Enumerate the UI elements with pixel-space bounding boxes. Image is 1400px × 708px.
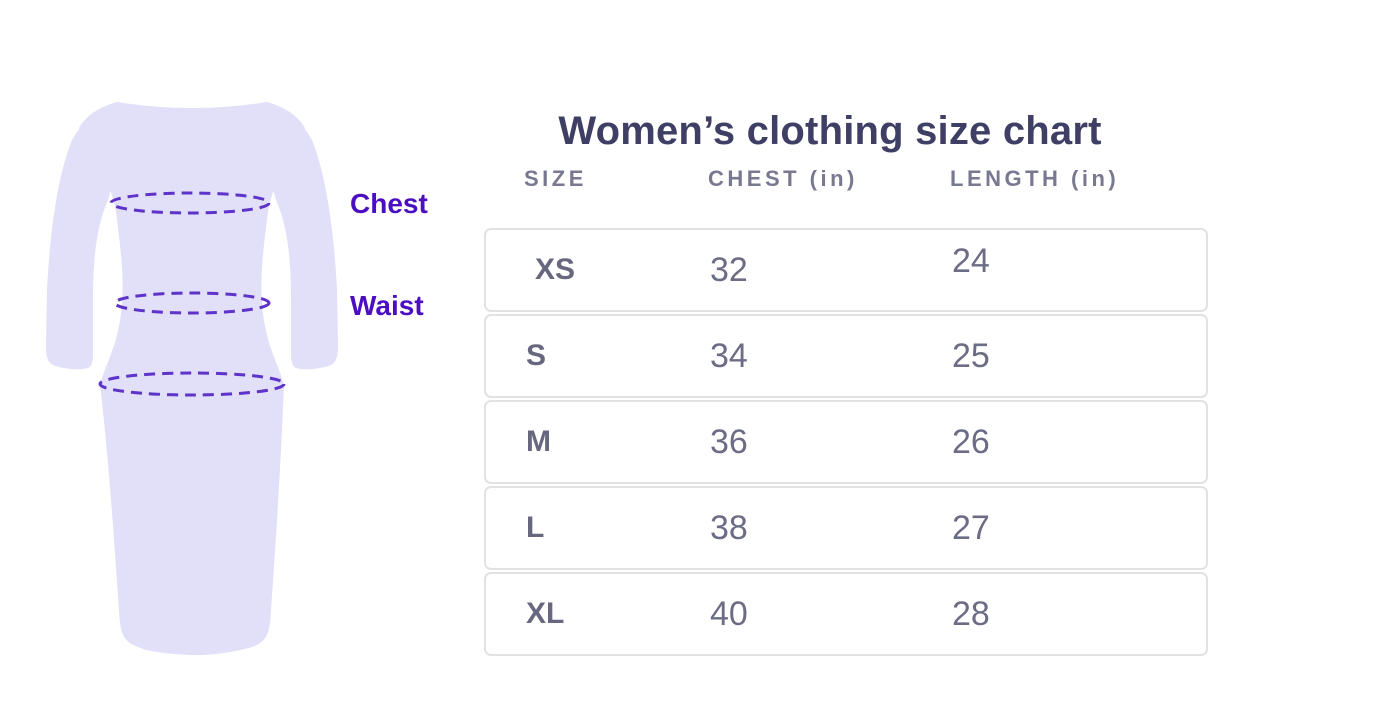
chest-cell: 38: [710, 508, 748, 547]
table-rows: XS 32 24 S 34 25 M 36 26 L 38 27 XL 40 28: [484, 228, 1208, 656]
table-row: L 38 27: [484, 486, 1208, 570]
size-cell: L: [526, 511, 545, 544]
length-cell: 25: [952, 336, 990, 375]
chest-label: Chest: [350, 188, 428, 219]
column-header-length: LENGTH (in): [950, 166, 1120, 191]
waist-measure-line: [113, 291, 271, 315]
dress-body-shape: [79, 102, 305, 656]
column-header-chest: CHEST (in): [708, 166, 858, 191]
size-cell: S: [526, 339, 547, 372]
chest-cell: 36: [710, 422, 748, 461]
chest-cell: 32: [710, 250, 748, 289]
chest-cell: 34: [710, 336, 748, 375]
size-table: SIZE CHEST (in) LENGTH (in) XS 32 24 S 34 25 M…: [484, 166, 1208, 658]
length-cell: 28: [952, 594, 990, 633]
dress-right-sleeve-shape: [264, 104, 338, 370]
table-row: XL 40 28: [484, 572, 1208, 656]
length-cell: 26: [952, 422, 990, 461]
dress-left-sleeve-shape: [46, 104, 120, 370]
length-cell: 24: [952, 241, 990, 280]
chest-cell: 40: [710, 594, 748, 633]
size-cell: XL: [526, 597, 565, 630]
table-row: XS 32 24: [484, 228, 1208, 312]
table-row: M 36 26: [484, 400, 1208, 484]
size-cell: M: [526, 425, 551, 458]
size-cell: XS: [535, 253, 576, 286]
chest-measure-line: [109, 191, 271, 215]
table-header-row: SIZE CHEST (in) LENGTH (in): [484, 166, 1208, 192]
waist-label: Waist: [350, 290, 424, 321]
column-header-size: SIZE: [524, 166, 587, 191]
page-title: Women’s clothing size chart: [558, 108, 1102, 153]
length-cell: 27: [952, 508, 990, 547]
table-row: S 34 25: [484, 314, 1208, 398]
hip-measure-line: [98, 371, 286, 397]
